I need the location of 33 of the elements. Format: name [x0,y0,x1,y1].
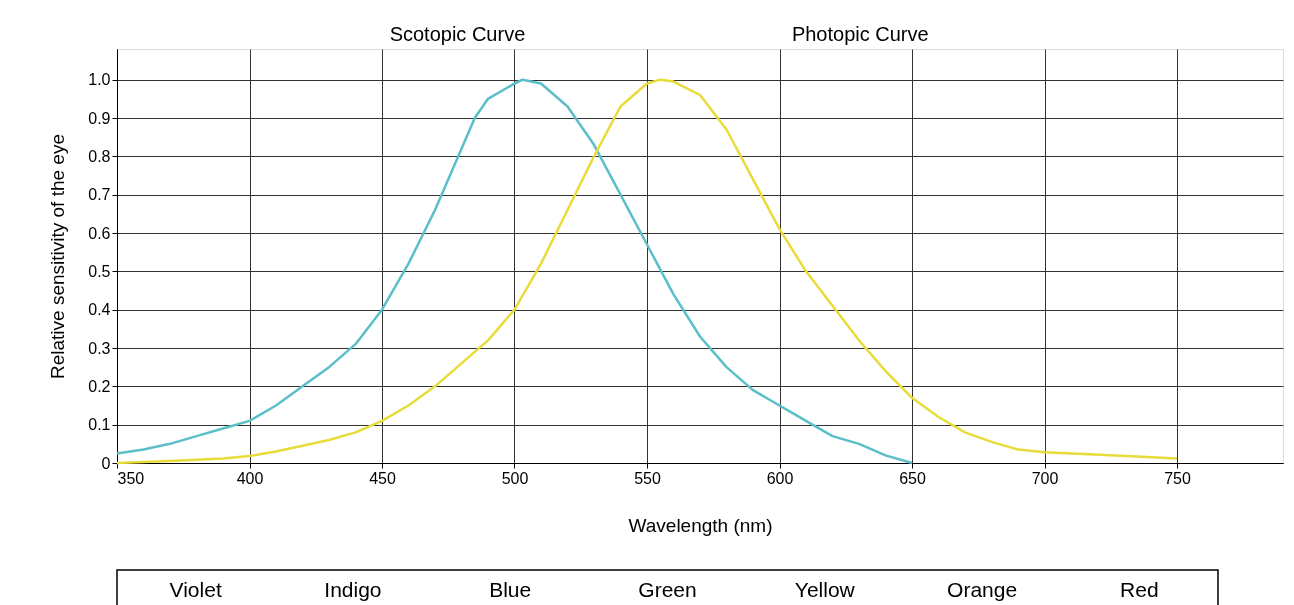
y-tick-label: 0 [101,454,111,472]
y-tick-label: 0.9 [88,109,111,127]
text: Orange [947,578,1018,601]
text: Yellow [794,578,856,601]
text: Indigo [324,578,382,601]
x-tick-label: 600 [766,469,794,487]
x-tick-label: 700 [1031,469,1059,487]
line-series [115,78,1179,465]
text: Green [638,578,697,601]
x-tick-label: 400 [236,469,264,487]
y-tick-label: 0.2 [88,377,111,395]
x-tick-label: 750 [1164,469,1191,487]
x-tick-label: 450 [369,469,396,487]
line-series [115,78,914,465]
x-tick-label: 550 [634,469,661,487]
text: Blue [489,578,532,601]
x-tick-label: 650 [899,469,926,487]
y-tick-label: 1.0 [88,71,111,89]
y-tick-label: 0.6 [88,224,111,242]
x-axis-title: Wavelength (nm) [628,514,773,536]
y-tick-label: 0.5 [88,262,111,280]
y-tick-label: 0.3 [88,339,111,357]
y-axis-title: Relative sensitivity of the eye [47,133,69,380]
y-tick-label: 0.4 [88,301,111,319]
y-tick-label: 0.1 [88,416,111,434]
text: Scotopic Curve [389,23,526,45]
y-tick-label: 0.8 [88,147,111,165]
text: Photopic Curve [791,23,929,45]
text: Red [1120,578,1159,601]
x-tick-label: 500 [501,469,529,487]
x-tick-label: 350 [117,469,145,487]
text: Violet [169,578,222,601]
y-tick-label: 0.7 [88,186,111,204]
